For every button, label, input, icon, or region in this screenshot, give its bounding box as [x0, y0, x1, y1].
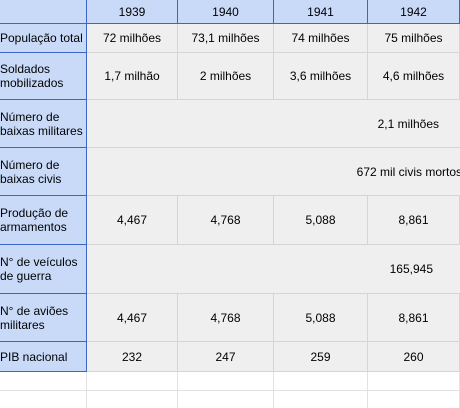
- row-label-baixas-militares[interactable]: Número de baixas militares: [0, 100, 87, 148]
- year-header-1940[interactable]: 1940: [178, 0, 274, 24]
- table-cell[interactable]: 260: [368, 342, 460, 372]
- table-cell[interactable]: 247: [178, 342, 274, 372]
- table-cell[interactable]: 4,768: [178, 196, 274, 245]
- empty-cell[interactable]: [368, 391, 460, 408]
- empty-cell[interactable]: [87, 372, 178, 391]
- table-cell[interactable]: 75 milhões: [368, 24, 460, 53]
- table-cell[interactable]: 4,768: [178, 294, 274, 342]
- empty-cell[interactable]: [178, 391, 274, 408]
- year-header-1941[interactable]: 1941: [274, 0, 368, 24]
- table-cell[interactable]: 4,467: [87, 294, 178, 342]
- year-header-1939[interactable]: 1939: [87, 0, 178, 24]
- table-cell[interactable]: 232: [87, 342, 178, 372]
- row-label-veiculos[interactable]: N° de veículos de guerra: [0, 245, 87, 294]
- empty-cell[interactable]: [0, 372, 87, 391]
- row-label-soldados[interactable]: Soldados mobilizados: [0, 53, 87, 100]
- table-cell[interactable]: 2 milhões: [178, 53, 274, 100]
- table-cell[interactable]: 1,7 milhão: [87, 53, 178, 100]
- table-cell[interactable]: 8,861: [368, 196, 460, 245]
- empty-cell[interactable]: [368, 372, 460, 391]
- row-label-baixas-civis[interactable]: Número de baixas civis: [0, 148, 87, 196]
- merged-cell-veiculos[interactable]: 165,945: [87, 245, 460, 294]
- table-cell[interactable]: 5,088: [274, 196, 368, 245]
- merged-value: 2,1 milhões: [377, 116, 439, 131]
- row-label-armamentos[interactable]: Produção de armamentos: [0, 196, 87, 245]
- empty-cell[interactable]: [274, 372, 368, 391]
- table-cell[interactable]: 4,6 milhões: [368, 53, 460, 100]
- table-cell[interactable]: 3,6 milhões: [274, 53, 368, 100]
- empty-cell[interactable]: [87, 391, 178, 408]
- year-header-1942[interactable]: 1942: [368, 0, 460, 24]
- row-label-pib[interactable]: PIB nacional: [0, 342, 87, 372]
- empty-cell[interactable]: [178, 372, 274, 391]
- corner-cell[interactable]: [0, 0, 87, 24]
- merged-cell-baixas-civis[interactable]: 672 mil civis mortos: [87, 148, 460, 196]
- table-cell[interactable]: 8,861: [368, 294, 460, 342]
- merged-cell-baixas-militares[interactable]: 2,1 milhões: [87, 100, 460, 148]
- row-label-populacao[interactable]: População total: [0, 24, 87, 53]
- table-cell[interactable]: 73,1 milhões: [178, 24, 274, 53]
- table-cell[interactable]: 74 milhões: [274, 24, 368, 53]
- merged-value: 165,945: [389, 262, 433, 276]
- table-cell[interactable]: 4,467: [87, 196, 178, 245]
- table-cell[interactable]: 72 milhões: [87, 24, 178, 53]
- empty-cell[interactable]: [0, 391, 87, 408]
- empty-cell[interactable]: [274, 391, 368, 408]
- row-label-avioes[interactable]: N° de aviões militares: [0, 294, 87, 342]
- merged-value: 672 mil civis mortos: [356, 164, 460, 179]
- table-cell[interactable]: 5,088: [274, 294, 368, 342]
- table-cell[interactable]: 259: [274, 342, 368, 372]
